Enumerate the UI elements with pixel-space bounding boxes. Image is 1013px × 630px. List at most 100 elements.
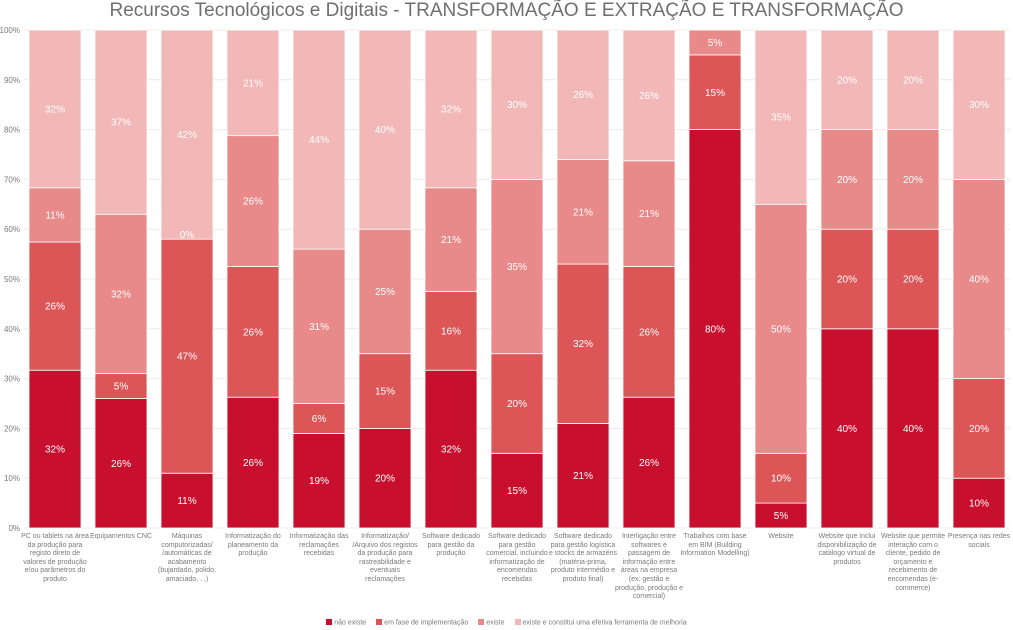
legend-swatch [326, 619, 333, 625]
data-label: 5% [114, 382, 129, 393]
data-label: 10% [771, 474, 791, 485]
data-label: 20% [903, 175, 923, 186]
bar-segment [688, 29, 742, 56]
y-tick-label: 100% [0, 26, 20, 35]
bar-segment [886, 29, 940, 130]
y-tick-label: 50% [4, 275, 20, 284]
bar-segment [226, 396, 280, 529]
x-tick-label: Interligação entre softwares e passagem … [614, 533, 684, 601]
data-label: 32% [45, 445, 65, 456]
bar-segment [820, 129, 874, 230]
chart-title: Recursos Tecnológicos e Digitais - TRANS… [109, 0, 904, 21]
data-label: 5% [708, 38, 723, 49]
legend-item: em fase de implementação [376, 619, 468, 627]
x-tick-label: Website [768, 533, 794, 540]
data-label: 32% [441, 104, 461, 115]
data-label: 40% [837, 424, 857, 435]
data-label: 35% [507, 262, 527, 273]
data-label: 44% [309, 135, 329, 146]
bar-segment [358, 29, 412, 230]
data-label: 26% [639, 91, 659, 102]
y-tick-label: 30% [4, 375, 20, 384]
x-tick-label: Software dedicado para gestão comercial,… [486, 533, 548, 583]
data-label: 32% [111, 289, 131, 300]
bar-segment [226, 266, 280, 398]
data-label: 20% [507, 399, 527, 410]
bar-segment [556, 423, 610, 529]
data-label: 31% [309, 322, 329, 333]
legend-swatch [478, 619, 485, 625]
bar-segment [28, 369, 82, 529]
data-label: 42% [177, 130, 197, 141]
bar-segment [820, 29, 874, 130]
bar-segment [886, 228, 940, 330]
data-label: 21% [441, 235, 461, 246]
bar-segment [160, 472, 214, 529]
bar-segment [886, 328, 940, 529]
data-label: 47% [177, 352, 197, 363]
data-label: 5% [774, 511, 789, 522]
bar-segment [292, 248, 346, 404]
data-label: 20% [837, 275, 857, 286]
bar-segment [622, 266, 676, 398]
bar-segment [94, 373, 148, 399]
bar-segment [358, 353, 412, 429]
bar-segment [424, 29, 478, 189]
y-tick-label: 40% [4, 325, 20, 334]
data-label: 40% [375, 125, 395, 136]
data-label: 32% [441, 445, 461, 456]
data-label: 20% [375, 474, 395, 485]
x-tick-label: Informatização/ /Arquivo dos registos da… [352, 533, 418, 583]
bar-segment [28, 29, 82, 189]
bar-segment [622, 396, 676, 529]
data-label: 26% [243, 458, 263, 469]
bar-segment [622, 160, 676, 267]
x-tick-label: Website que inclui disponibilização de c… [817, 533, 877, 566]
data-label: 26% [243, 327, 263, 338]
bar-segment [754, 502, 808, 529]
bar-segment [754, 452, 808, 504]
data-labels: 32% 26% 11% 32% 26% 5% 32% 37% 11% 47% 0% 42% 26% 26%… [45, 21, 989, 522]
bar-segment [820, 328, 874, 529]
y-tick-label: 90% [4, 76, 20, 85]
legend-item: existe e constitui uma efetiva ferrament… [514, 619, 687, 627]
bar-segment [754, 203, 808, 454]
data-label: 40% [969, 275, 989, 286]
legend-item: existe [478, 619, 505, 627]
bar-segment [490, 178, 544, 355]
bar-segment [292, 432, 346, 529]
y-tick-label: 70% [4, 175, 20, 184]
x-tick-label: Website que permite interação com o clie… [880, 533, 946, 592]
y-tick-label: 80% [4, 126, 20, 135]
data-label: 10% [969, 499, 989, 510]
y-tick-label: 0% [8, 524, 20, 533]
legend-label: existe e constitui uma efetiva ferrament… [522, 619, 687, 627]
data-label: 0% [180, 230, 195, 241]
data-label: 30% [507, 100, 527, 111]
bar-segment [556, 29, 610, 160]
data-label: 21% [243, 78, 263, 89]
bar-segment [622, 29, 676, 162]
data-label: 19% [309, 476, 329, 487]
bar-segment [952, 29, 1006, 180]
x-tick-label: Máquinas computorizadas/ /automáticas de… [158, 533, 216, 583]
data-label: 80% [705, 324, 725, 335]
bar-segment [688, 129, 742, 529]
data-label: 32% [45, 104, 65, 115]
x-tick-label: PC ou tablets na área da produção para r… [21, 533, 89, 583]
bar-segment [952, 477, 1006, 529]
data-label: 26% [243, 197, 263, 208]
bar-segment [226, 29, 280, 137]
bar-segment [952, 178, 1006, 379]
data-label: 15% [705, 88, 725, 99]
x-tick-label: Informatização do planeamento da produçã… [225, 533, 281, 558]
bar-segment [820, 228, 874, 330]
bar-segment [490, 29, 544, 180]
data-label: 26% [639, 458, 659, 469]
y-tick-label: 60% [4, 225, 20, 234]
bar-segment [94, 29, 148, 215]
legend-swatch [376, 619, 383, 625]
data-label: 20% [969, 424, 989, 435]
bar-segment [358, 228, 412, 355]
